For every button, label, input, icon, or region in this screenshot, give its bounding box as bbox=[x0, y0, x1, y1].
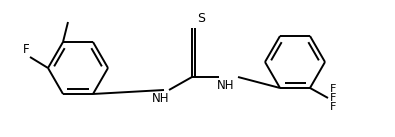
Text: F: F bbox=[23, 43, 29, 56]
Text: F: F bbox=[330, 102, 337, 112]
Text: NH: NH bbox=[152, 92, 170, 105]
Text: F: F bbox=[330, 93, 337, 103]
Text: S: S bbox=[197, 12, 205, 25]
Text: F: F bbox=[330, 84, 337, 94]
Text: NH: NH bbox=[217, 79, 235, 92]
